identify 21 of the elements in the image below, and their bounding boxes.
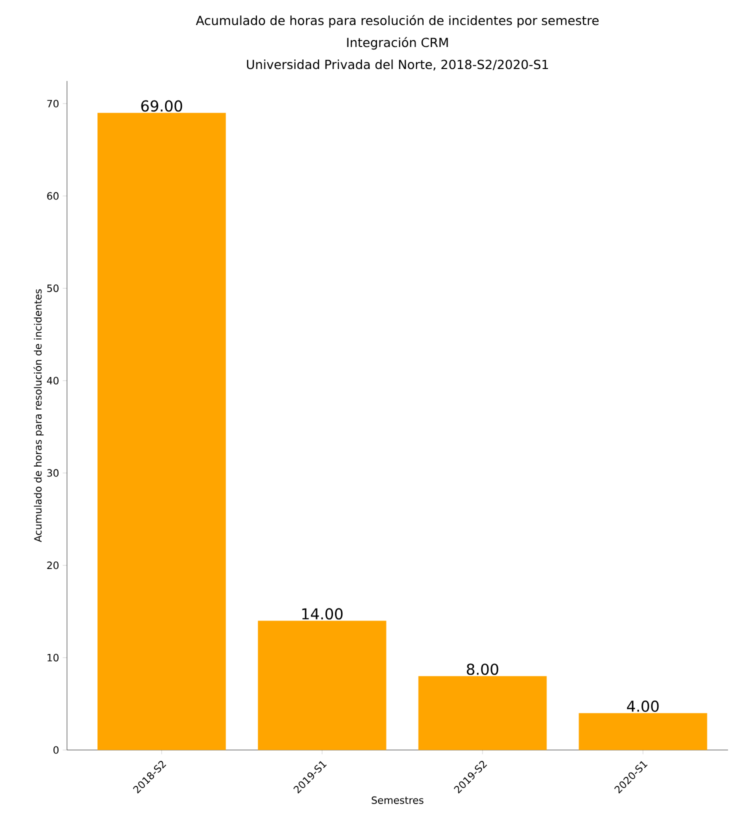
y-axis-title: Acumulado de horas para resolución de incidentes bbox=[34, 289, 44, 542]
bar bbox=[418, 676, 547, 750]
y-tick-label: 30 bbox=[47, 469, 59, 477]
chart-title: Acumulado de horas para resolución de incidentes por semestre bbox=[196, 15, 599, 28]
bar bbox=[258, 620, 386, 750]
chart-subtitle: Integración CRM bbox=[347, 37, 448, 50]
text: Universidad Privada del Norte, 2018-S2/2020-S1 bbox=[246, 59, 548, 70]
y-tick-label: 60 bbox=[47, 192, 59, 200]
data-label: 69.00 bbox=[141, 100, 182, 112]
y-tick-label: 70 bbox=[47, 100, 59, 108]
y-tick-label: 50 bbox=[47, 284, 59, 292]
y-tick-label: 10 bbox=[48, 654, 59, 662]
data-label: 14.00 bbox=[302, 608, 343, 620]
y-tick-label: 20 bbox=[47, 562, 59, 570]
y-tick-label: 0 bbox=[53, 746, 59, 754]
bar bbox=[97, 112, 226, 750]
data-label: 4.00 bbox=[627, 700, 659, 712]
data-label: 8.00 bbox=[466, 664, 498, 675]
x-axis-title: Semestres bbox=[372, 796, 424, 804]
bar bbox=[578, 713, 708, 750]
y-tick-label: 40 bbox=[46, 376, 59, 384]
